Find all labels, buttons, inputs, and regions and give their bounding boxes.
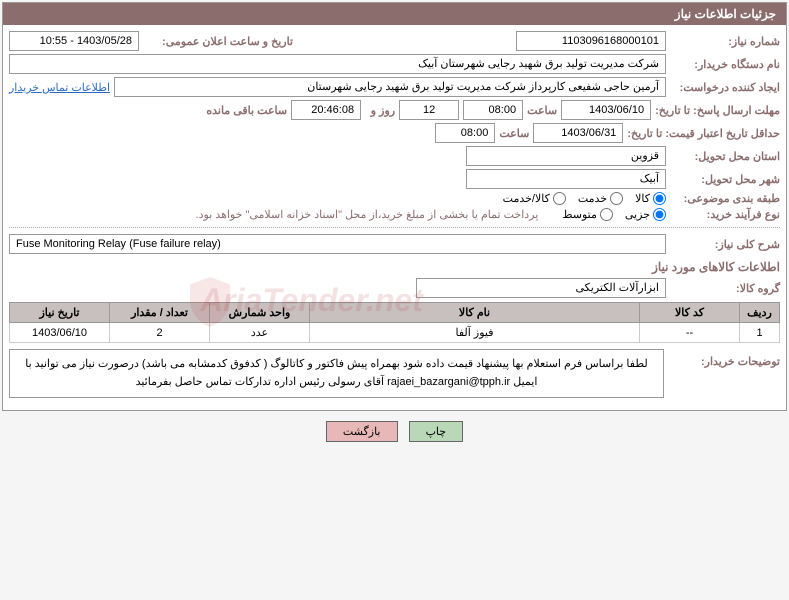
need-number-label: شماره نیاز: bbox=[670, 35, 780, 48]
process-label: نوع فرآیند خرید: bbox=[670, 208, 780, 221]
radio-partial[interactable]: جزیی bbox=[625, 208, 666, 221]
time-label-2: ساعت bbox=[499, 127, 529, 140]
validity-time: 08:00 bbox=[435, 123, 495, 143]
treasury-note: پرداخت تمام یا بخشی از مبلغ خرید،از محل … bbox=[196, 208, 539, 221]
buyer-org-value: شرکت مدیریت تولید برق شهید رجایی شهرستان… bbox=[9, 54, 666, 74]
radio-goods[interactable]: کالا bbox=[635, 192, 666, 205]
desc-label: شرح کلی نیاز: bbox=[670, 238, 780, 251]
cell-qty: 2 bbox=[110, 323, 210, 343]
buyer-org-label: نام دستگاه خریدار: bbox=[670, 58, 780, 71]
goods-table: ردیف کد کالا نام کالا واحد شمارش تعداد /… bbox=[9, 302, 780, 343]
city-value: آبیک bbox=[466, 169, 666, 189]
radio-goods-input[interactable] bbox=[653, 192, 666, 205]
buyer-notes: لطفا براساس فرم استعلام بها پیشنهاد قیمت… bbox=[9, 349, 664, 398]
table-row: 1 -- فیوز آلفا عدد 2 1403/06/10 bbox=[10, 323, 780, 343]
radio-partial-label: جزیی bbox=[625, 208, 650, 221]
radio-service-input[interactable] bbox=[610, 192, 623, 205]
radio-partial-input[interactable] bbox=[653, 208, 666, 221]
cell-date: 1403/06/10 bbox=[10, 323, 110, 343]
deadline-time: 08:00 bbox=[463, 100, 523, 120]
province-value: قزوین bbox=[466, 146, 666, 166]
radio-medium-label: متوسط bbox=[562, 208, 597, 221]
desc-value: Fuse Monitoring Relay (Fuse failure rela… bbox=[9, 234, 666, 254]
need-number-value: 1103096168000101 bbox=[516, 31, 666, 51]
th-qty: تعداد / مقدار bbox=[110, 303, 210, 323]
cell-name: فیوز آلفا bbox=[310, 323, 640, 343]
radio-goods-label: کالا bbox=[635, 192, 650, 205]
days-remaining: 12 bbox=[399, 100, 459, 120]
th-code: کد کالا bbox=[640, 303, 740, 323]
th-row: ردیف bbox=[740, 303, 780, 323]
cell-unit: عدد bbox=[210, 323, 310, 343]
radio-both-label: کالا/خدمت bbox=[503, 192, 550, 205]
days-label: روز و bbox=[365, 104, 395, 117]
remain-label: ساعت باقی مانده bbox=[197, 104, 287, 117]
requester-value: آرمین حاجی شفیعی کارپرداز شرکت مدیریت تو… bbox=[114, 77, 666, 97]
radio-service-label: خدمت bbox=[578, 192, 607, 205]
contact-link[interactable]: اطلاعات تماس خریدار bbox=[9, 81, 110, 94]
cell-row: 1 bbox=[740, 323, 780, 343]
print-button[interactable]: چاپ bbox=[409, 421, 464, 442]
buyer-notes-label: توضیحات خریدار: bbox=[670, 343, 780, 368]
validity-date: 1403/06/31 bbox=[533, 123, 623, 143]
category-label: طبقه بندی موضوعی: bbox=[670, 192, 780, 205]
province-label: استان محل تحویل: bbox=[670, 150, 780, 163]
city-label: شهر محل تحویل: bbox=[670, 173, 780, 186]
main-panel: جزئیات اطلاعات نیاز شماره نیاز: 11030961… bbox=[2, 2, 787, 411]
requester-label: ایجاد کننده درخواست: bbox=[670, 81, 780, 94]
radio-both[interactable]: کالا/خدمت bbox=[503, 192, 566, 205]
goods-section-title: اطلاعات کالاهای مورد نیاز bbox=[9, 260, 780, 274]
panel-title: جزئیات اطلاعات نیاز bbox=[3, 3, 786, 25]
group-label: گروه کالا: bbox=[670, 282, 780, 295]
th-name: نام کالا bbox=[310, 303, 640, 323]
radio-medium-input[interactable] bbox=[600, 208, 613, 221]
radio-service[interactable]: خدمت bbox=[578, 192, 623, 205]
th-date: تاریخ نیاز bbox=[10, 303, 110, 323]
cell-code: -- bbox=[640, 323, 740, 343]
deadline-date: 1403/06/10 bbox=[561, 100, 651, 120]
deadline-label: مهلت ارسال پاسخ: تا تاریخ: bbox=[655, 104, 780, 117]
radio-both-input[interactable] bbox=[553, 192, 566, 205]
group-value: ابزارآلات الکتریکی bbox=[416, 278, 666, 298]
announce-value: 1403/05/28 - 10:55 bbox=[9, 31, 139, 51]
time-remaining: 20:46:08 bbox=[291, 100, 361, 120]
back-button[interactable]: بازگشت bbox=[326, 421, 398, 442]
announce-label: تاریخ و ساعت اعلان عمومی: bbox=[143, 35, 293, 48]
radio-medium[interactable]: متوسط bbox=[562, 208, 613, 221]
th-unit: واحد شمارش bbox=[210, 303, 310, 323]
time-label-1: ساعت bbox=[527, 104, 557, 117]
validity-label: حداقل تاریخ اعتبار قیمت: تا تاریخ: bbox=[627, 127, 780, 140]
